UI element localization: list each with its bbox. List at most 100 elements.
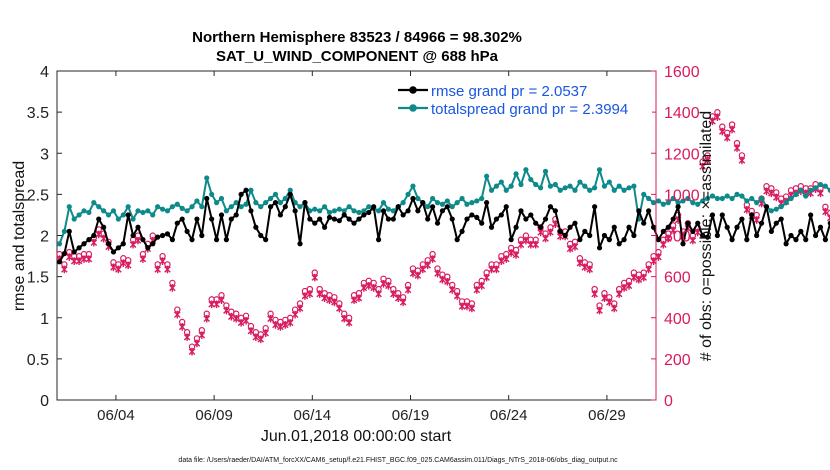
legend-rmse-marker [409,86,417,94]
spread-point [484,173,490,179]
rmse-point [199,232,205,239]
rmse-point [302,200,308,206]
rmse-point [552,208,558,214]
spread-point [626,185,632,191]
spread-point [606,179,612,185]
spread-point [400,200,406,206]
rmse-point [449,216,455,222]
rmse-point [503,204,509,210]
y-axis-label: rmse and totalspread [11,161,28,311]
obs-assimilated-point [763,187,770,196]
rmse-point [101,224,107,230]
series-rmse [56,187,830,265]
spread-point [91,200,97,206]
spread-point [248,187,254,193]
obs-assimilated-point [733,144,741,152]
spread-point [341,208,347,214]
spread-point [655,198,662,204]
rmse-point [312,220,318,226]
obs-assimilated-point [355,294,363,302]
rmse-point [641,220,647,226]
spread-point [150,212,156,218]
spread-point [714,195,720,202]
rmse-point [307,216,313,222]
rmse-point [695,220,701,226]
series-obs [56,109,830,356]
rmse-point [135,224,141,230]
rmse-point [179,216,185,222]
y2-tick-label: 1200 [664,146,700,163]
obs-assimilated-point [424,261,431,270]
spread-point [351,208,357,214]
obs-assimilated-point [198,331,206,339]
rmse-point [685,220,691,226]
obs-assimilated-point [399,298,407,307]
spread-point [346,204,352,210]
obs-assimilated-point [704,156,711,165]
rmse-point [803,237,809,243]
rmse-point [538,224,544,230]
rmse-point [66,228,72,234]
spread-point [164,208,171,214]
spread-point [469,200,475,206]
y2-tick-label: 0 [664,393,673,410]
rmse-point [336,218,342,224]
rmse-point [86,237,92,243]
rmse-point [356,216,362,222]
rmse-point [439,208,446,214]
spread-point [336,206,342,212]
spread-point [812,185,819,191]
spread-point [356,209,362,216]
rmse-point [631,232,637,239]
rmse-point [650,224,657,230]
spread-point [312,206,318,212]
spread-point [66,204,72,210]
rmse-point [71,249,77,255]
spread-point [582,183,588,189]
spread-point [704,195,711,202]
spread-point [159,206,166,212]
rmse-point [61,250,67,257]
rmse-point [528,212,534,218]
obs-assimilated-point [385,282,392,290]
spread-point [758,195,765,202]
spread-point [616,183,622,189]
rmse-point [105,241,112,247]
rmse-point [675,204,681,210]
spread-point [773,206,779,212]
spread-point [503,187,509,193]
rmse-point [218,212,225,218]
data-file-footer: data file: /Users/raeder/DAI/ATM_forcXX/… [178,457,618,464]
rmse-point [331,216,338,222]
spread-point [81,208,87,214]
spread-point [140,209,146,216]
obs-assimilated-point [183,333,191,342]
obs-assimilated-point [380,279,387,288]
spread-point [243,201,249,207]
rmse-point [150,241,156,247]
obs-assimilated-point [321,294,328,302]
rmse-point [233,212,239,218]
spread-point [690,200,696,206]
ticks-layer: 0 0.5 1 1.5 2 2.5 3 3.5 4 0 200 400 600 800 1000 1200 14… [27,64,700,424]
obs-assimilated-point [640,273,648,282]
obs-assimilated-point [635,275,643,284]
obs-assimilated-point [110,263,117,272]
spread-point [808,187,814,193]
rmse-point [140,237,146,243]
rmse-point [596,245,603,251]
obs-assimilated-point [286,319,294,327]
rmse-point [145,245,151,251]
obs-assimilated-point [257,335,265,344]
rmse-point [655,237,662,243]
spread-point [518,181,524,188]
spread-point [130,216,136,222]
rmse-point [213,237,220,243]
rmse-point [582,228,588,234]
rmse-point [464,216,470,222]
y2-tick-label: 1400 [664,105,700,122]
spread-point [179,205,185,211]
rmse-point [646,208,652,214]
obs-assimilated-point [817,189,824,198]
spread-point [474,198,480,204]
